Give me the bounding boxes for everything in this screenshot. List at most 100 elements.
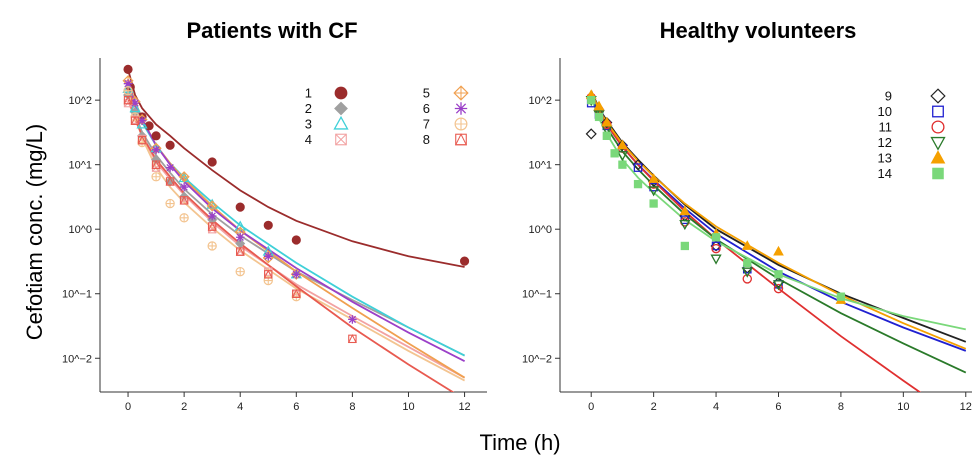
x-axis-title: Time (h) xyxy=(479,430,560,455)
data-point-series-13 xyxy=(601,116,613,127)
data-point-series-9 xyxy=(632,159,644,171)
fit-curves xyxy=(590,90,967,392)
legend-marker-9 xyxy=(930,88,946,104)
legend-label-10: 10 xyxy=(878,104,892,119)
data-point-series-1 xyxy=(207,157,217,167)
data-point-series-14 xyxy=(602,131,611,140)
data-point-series-6 xyxy=(235,232,245,242)
legend-marker-1 xyxy=(334,86,348,100)
data-point-series-8 xyxy=(207,221,217,231)
legend-label-13: 13 xyxy=(878,151,892,166)
legend-marker-3 xyxy=(333,115,349,130)
legend-marker-6 xyxy=(454,102,468,115)
fit-curve-series-11 xyxy=(590,93,922,392)
y-tick-label: 10^1 xyxy=(68,160,92,172)
data-point-series-7 xyxy=(207,241,217,251)
data-point-series-6 xyxy=(130,98,140,108)
data-point-series-10 xyxy=(633,163,643,172)
fit-curve-series-12 xyxy=(590,95,967,374)
data-point-series-11 xyxy=(773,283,784,294)
data-point-series-11 xyxy=(742,274,753,284)
fit-curve-series-14 xyxy=(590,97,966,331)
data-point-series-1 xyxy=(144,121,154,131)
data-point-series-12 xyxy=(648,186,660,197)
data-point-series-8 xyxy=(263,269,273,279)
data-points xyxy=(122,64,470,344)
x-tick-label: 10 xyxy=(897,401,909,413)
data-point-series-8 xyxy=(123,95,133,105)
data-point-series-8 xyxy=(137,135,147,145)
x-tick-label: 2 xyxy=(651,401,657,413)
data-point-series-14 xyxy=(711,233,721,242)
legend-marker-4 xyxy=(335,133,347,146)
data-point-series-13 xyxy=(593,100,605,111)
fit-curve-series-10 xyxy=(590,92,967,352)
legend-marker-7 xyxy=(454,117,468,131)
data-point-series-8 xyxy=(165,176,175,186)
legend-marker-8 xyxy=(454,133,468,146)
legend-label-3: 3 xyxy=(305,117,312,132)
data-point-series-5 xyxy=(178,171,190,183)
data-point-series-14 xyxy=(610,149,619,158)
data-point-series-2 xyxy=(165,176,176,187)
data-point-series-1 xyxy=(235,202,245,212)
legend-marker-11 xyxy=(931,120,945,134)
x-tick-label: 4 xyxy=(237,401,243,413)
data-point-series-6 xyxy=(348,315,357,324)
legend-label-1: 1 xyxy=(305,86,312,101)
fit-curve-series-7 xyxy=(127,88,466,382)
data-point-series-6 xyxy=(292,270,301,279)
fit-curve-series-6 xyxy=(127,82,466,363)
y-tick-label: 10^−2 xyxy=(62,353,92,365)
x-tick-label: 12 xyxy=(960,401,972,413)
panel-title: Patients with CF xyxy=(186,18,357,43)
data-point-series-14 xyxy=(836,292,846,301)
data-point-series-13 xyxy=(648,173,659,183)
data-point-series-5 xyxy=(206,200,218,212)
data-point-series-6 xyxy=(151,145,161,155)
x-tick-label: 8 xyxy=(349,401,355,413)
data-point-series-8 xyxy=(179,195,189,205)
legend-label-8: 8 xyxy=(423,132,430,147)
data-point-series-13 xyxy=(617,139,628,150)
data-point-series-6 xyxy=(165,163,175,172)
data-point-series-12 xyxy=(710,254,722,265)
legend-label-5: 5 xyxy=(423,86,430,101)
x-tick-label: 0 xyxy=(125,401,131,413)
data-point-series-7 xyxy=(179,213,189,223)
data-point-series-14 xyxy=(587,95,596,105)
legend-label-7: 7 xyxy=(423,117,430,132)
data-point-series-13 xyxy=(773,245,784,256)
legend-label-12: 12 xyxy=(878,135,892,150)
data-point-series-14 xyxy=(594,112,604,122)
x-tick-label: 6 xyxy=(293,401,299,413)
fit-curves xyxy=(127,69,466,392)
x-tick-label: 12 xyxy=(458,401,470,413)
data-point-series-13 xyxy=(679,205,691,216)
data-point-series-1 xyxy=(123,64,133,74)
x-tick-label: 8 xyxy=(838,401,844,413)
y-tick-label: 10^−2 xyxy=(522,353,552,365)
fit-curve-series-9 xyxy=(590,90,967,343)
data-point-series-8 xyxy=(347,334,357,344)
data-point-series-13 xyxy=(741,240,753,250)
data-point-series-11 xyxy=(711,243,721,254)
data-point-series-1 xyxy=(263,220,273,230)
x-tick-label: 10 xyxy=(402,401,414,413)
panel-title: Healthy volunteers xyxy=(660,18,857,43)
data-point-series-8 xyxy=(291,288,301,298)
data-point-series-12 xyxy=(616,151,629,162)
legend-marker-10 xyxy=(932,105,944,118)
data-point-series-9 xyxy=(616,139,629,151)
data-point-series-1 xyxy=(165,140,175,150)
data-point-series-12 xyxy=(772,280,785,291)
data-point-series-1 xyxy=(151,131,161,141)
legend-label-9: 9 xyxy=(885,89,892,104)
legend-label-4: 4 xyxy=(305,132,312,147)
data-point-series-1 xyxy=(291,235,301,245)
data-point-series-14 xyxy=(774,270,783,279)
y-tick-label: 10^0 xyxy=(528,224,552,236)
fit-curve-series-1 xyxy=(127,69,465,268)
